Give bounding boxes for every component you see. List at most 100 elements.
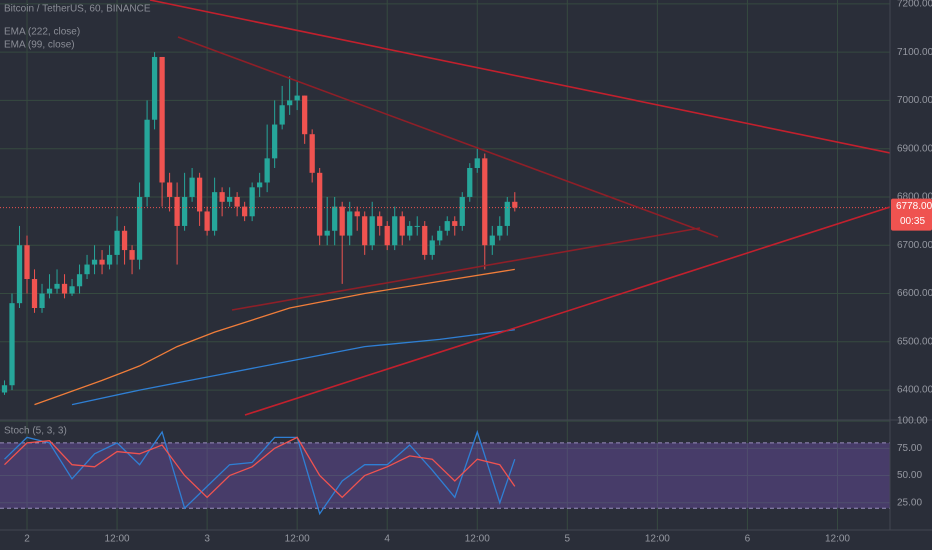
candle-body [362,216,368,246]
candle-body [444,221,450,231]
candle-body [121,230,128,251]
y-tick-label: 6600.00 [897,288,932,299]
candle-body [84,264,90,275]
candle-body [332,206,338,231]
candle-body [347,211,353,236]
candle-body [159,56,165,183]
candle-body [309,134,315,173]
trend-line [149,0,891,154]
candle-body [1,385,8,393]
candle-body [287,100,293,106]
candle-body [234,196,240,207]
candle-body [144,119,150,197]
candle-body [181,196,188,226]
y-tick-label: 6500.00 [897,336,932,347]
countdown-label: 00:35 [900,216,925,227]
candle-body [151,56,158,120]
candle-body [279,105,285,125]
candle-body [196,177,203,212]
symbol-title: Bitcoin / TetherUS, 60, BINANCE [4,4,151,15]
candle-body [166,182,173,197]
candle-body [459,196,465,226]
candle-body [76,274,83,287]
candle-body [482,158,488,246]
candle-body [422,225,428,255]
y-tick-label: 100.00 [897,416,928,427]
candle-body [369,216,375,246]
x-tick-label: 12:00 [285,534,310,545]
candle-body [136,196,143,260]
candle-body [407,225,413,236]
trend-line [244,206,891,416]
candle-body [512,201,518,208]
candle-body [69,286,75,294]
y-tick-label: 75.00 [897,443,922,454]
candle-body [474,158,480,168]
candle-body [61,283,68,294]
current-price-label: 6778.00 [896,201,932,212]
candle-body [99,259,105,265]
series-line [34,268,515,406]
candle-body [227,196,233,202]
indicator-title: Stoch (5, 3, 3) [4,426,67,437]
y-tick-label: 7000.00 [897,95,932,106]
grid [0,0,890,530]
candle-body [294,95,300,101]
candle-body [414,225,420,227]
candle-body [249,187,255,217]
legend-entry: EMA (99, close) [4,40,75,51]
candle-body [324,230,330,236]
candle-body [317,172,323,236]
candle-body [497,225,503,236]
stoch-band [0,442,890,509]
y-tick-label: 25.00 [897,497,922,508]
candle-body [272,124,278,159]
x-tick-label: 12:00 [105,534,130,545]
candle-body [437,230,443,241]
candle-body [91,259,98,265]
candle-body [31,279,38,308]
candle-body [392,216,398,246]
x-tick-label: 12:00 [825,534,850,545]
candle-body [489,235,495,246]
series-line [71,329,515,406]
trend-line [231,227,701,311]
x-tick-label: 5 [565,534,571,545]
y-tick-label: 6400.00 [897,385,932,396]
candle-body [452,221,458,226]
candle-body [264,158,270,183]
candle-body [242,206,248,217]
candle-body [219,192,225,202]
candle-body [504,201,510,226]
candle-body [16,245,23,304]
series-line [4,436,516,499]
candle-body [129,250,135,260]
candle-body [39,293,45,308]
candle-body [377,216,383,226]
candle-body [46,288,53,294]
candle-body [114,230,120,255]
x-tick-label: 4 [384,534,390,545]
candle-body [24,245,30,280]
y-tick-label: 6800.00 [897,192,932,203]
x-tick-label: 12:00 [645,534,670,545]
candle-body [106,254,113,265]
y-tick-label: 50.00 [897,470,922,481]
candle-body [467,168,473,197]
candle-body [204,211,210,231]
x-tick-label: 12:00 [465,534,490,545]
candle-body [54,283,60,289]
y-tick-label: 7200.00 [897,0,932,10]
y-tick-label: 6900.00 [897,143,932,154]
trend-lines [149,0,891,416]
x-tick-label: 6 [745,534,751,545]
candle-body [211,192,218,231]
legend-entry: EMA (222, close) [4,27,80,38]
candle-body [174,196,180,226]
candle-body [257,182,263,188]
candle-body [9,303,15,386]
y-tick-label: 7100.00 [897,47,932,58]
x-tick-label: 2 [24,534,30,545]
series-line [4,429,516,516]
marks [0,52,890,516]
